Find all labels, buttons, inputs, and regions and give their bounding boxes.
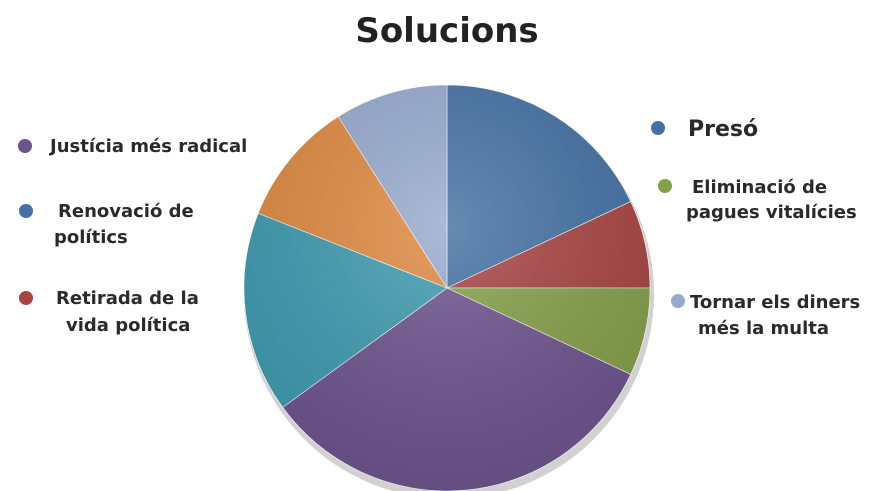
- legend-label: pagues vitalícies: [686, 202, 857, 223]
- legend-label: Tornar els diners: [690, 292, 860, 313]
- legend-marker: [19, 204, 33, 218]
- legend-label: Renovació de: [58, 201, 194, 222]
- legend-marker: [18, 139, 32, 153]
- legend-marker: [651, 121, 665, 135]
- legend-item: Justícia més radical: [18, 136, 247, 157]
- legend-label: Retirada de la: [56, 288, 199, 309]
- svg-text:Eliminació de pagues vit: Eliminació de pagues vitalícies: [686, 177, 857, 223]
- legend-item: Renovació de polítics: [19, 201, 200, 248]
- legend-label: Eliminació de: [692, 177, 827, 198]
- legend-marker: [19, 291, 33, 305]
- svg-text:Retirada de la vida polí: Retirada de la vida política: [56, 288, 205, 336]
- legend-label: Presó: [688, 117, 758, 142]
- chart-title: Solucions: [355, 11, 538, 51]
- legend-item: Presó: [651, 117, 758, 142]
- legend-label: vida política: [66, 315, 190, 336]
- pie-slices: [243, 84, 654, 491]
- svg-text:Tornar els diners més la: Tornar els diners més la multa: [690, 292, 867, 339]
- legend-label: més la multa: [698, 318, 829, 339]
- svg-text:Renovació de polítics: Renovació de polítics: [54, 201, 200, 248]
- legend-label: polítics: [54, 227, 128, 248]
- legend-marker: [658, 179, 672, 193]
- legend-label: Justícia més radical: [48, 136, 247, 157]
- legend-item: Tornar els diners més la multa: [671, 292, 867, 339]
- legend-marker: [671, 294, 685, 308]
- legend-item: Eliminació de pagues vitalícies: [658, 177, 857, 223]
- svg-text:Presó: Presó: [688, 117, 758, 142]
- svg-text:Justícia més radical: Justícia més radical: [48, 136, 247, 157]
- pie-shading: [244, 85, 650, 491]
- legend-item: Retirada de la vida política: [19, 288, 205, 336]
